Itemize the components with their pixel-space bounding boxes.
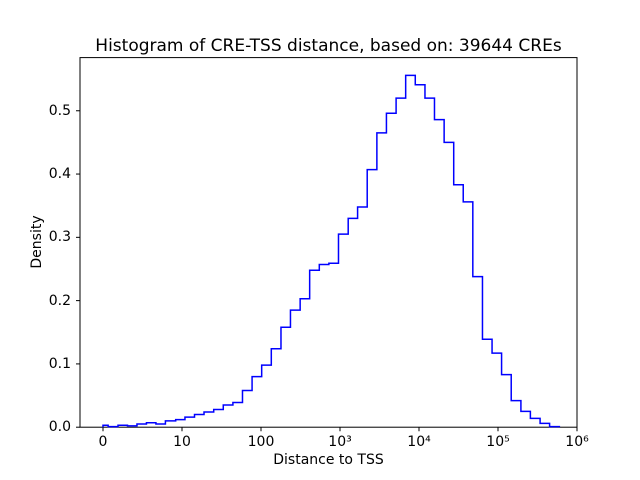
axes-spines bbox=[79, 57, 578, 428]
x-tick-label: 0 bbox=[98, 434, 108, 450]
x-tick-label: 10³ bbox=[328, 434, 352, 450]
y-tick-label: 0.1 bbox=[48, 355, 71, 372]
x-axis-label: Distance to TSS bbox=[273, 452, 384, 468]
x-tick-label: 10⁴ bbox=[407, 434, 431, 450]
x-tick-label: 10 bbox=[173, 434, 191, 450]
y-tick-label: 0.5 bbox=[48, 102, 71, 119]
y-tick-label: 0.0 bbox=[48, 419, 71, 436]
y-tick-label: 0.2 bbox=[48, 292, 71, 309]
x-tick-label: 100 bbox=[247, 434, 275, 450]
y-tick-label: 0.3 bbox=[48, 229, 71, 246]
x-tick-label: 10⁶ bbox=[565, 434, 589, 450]
x-tick-label: 10⁵ bbox=[486, 434, 510, 450]
histogram-step-line bbox=[102, 74, 561, 428]
chart-title: Histogram of CRE-TSS distance, based on:… bbox=[95, 36, 562, 56]
y-tick-label: 0.4 bbox=[48, 166, 71, 183]
